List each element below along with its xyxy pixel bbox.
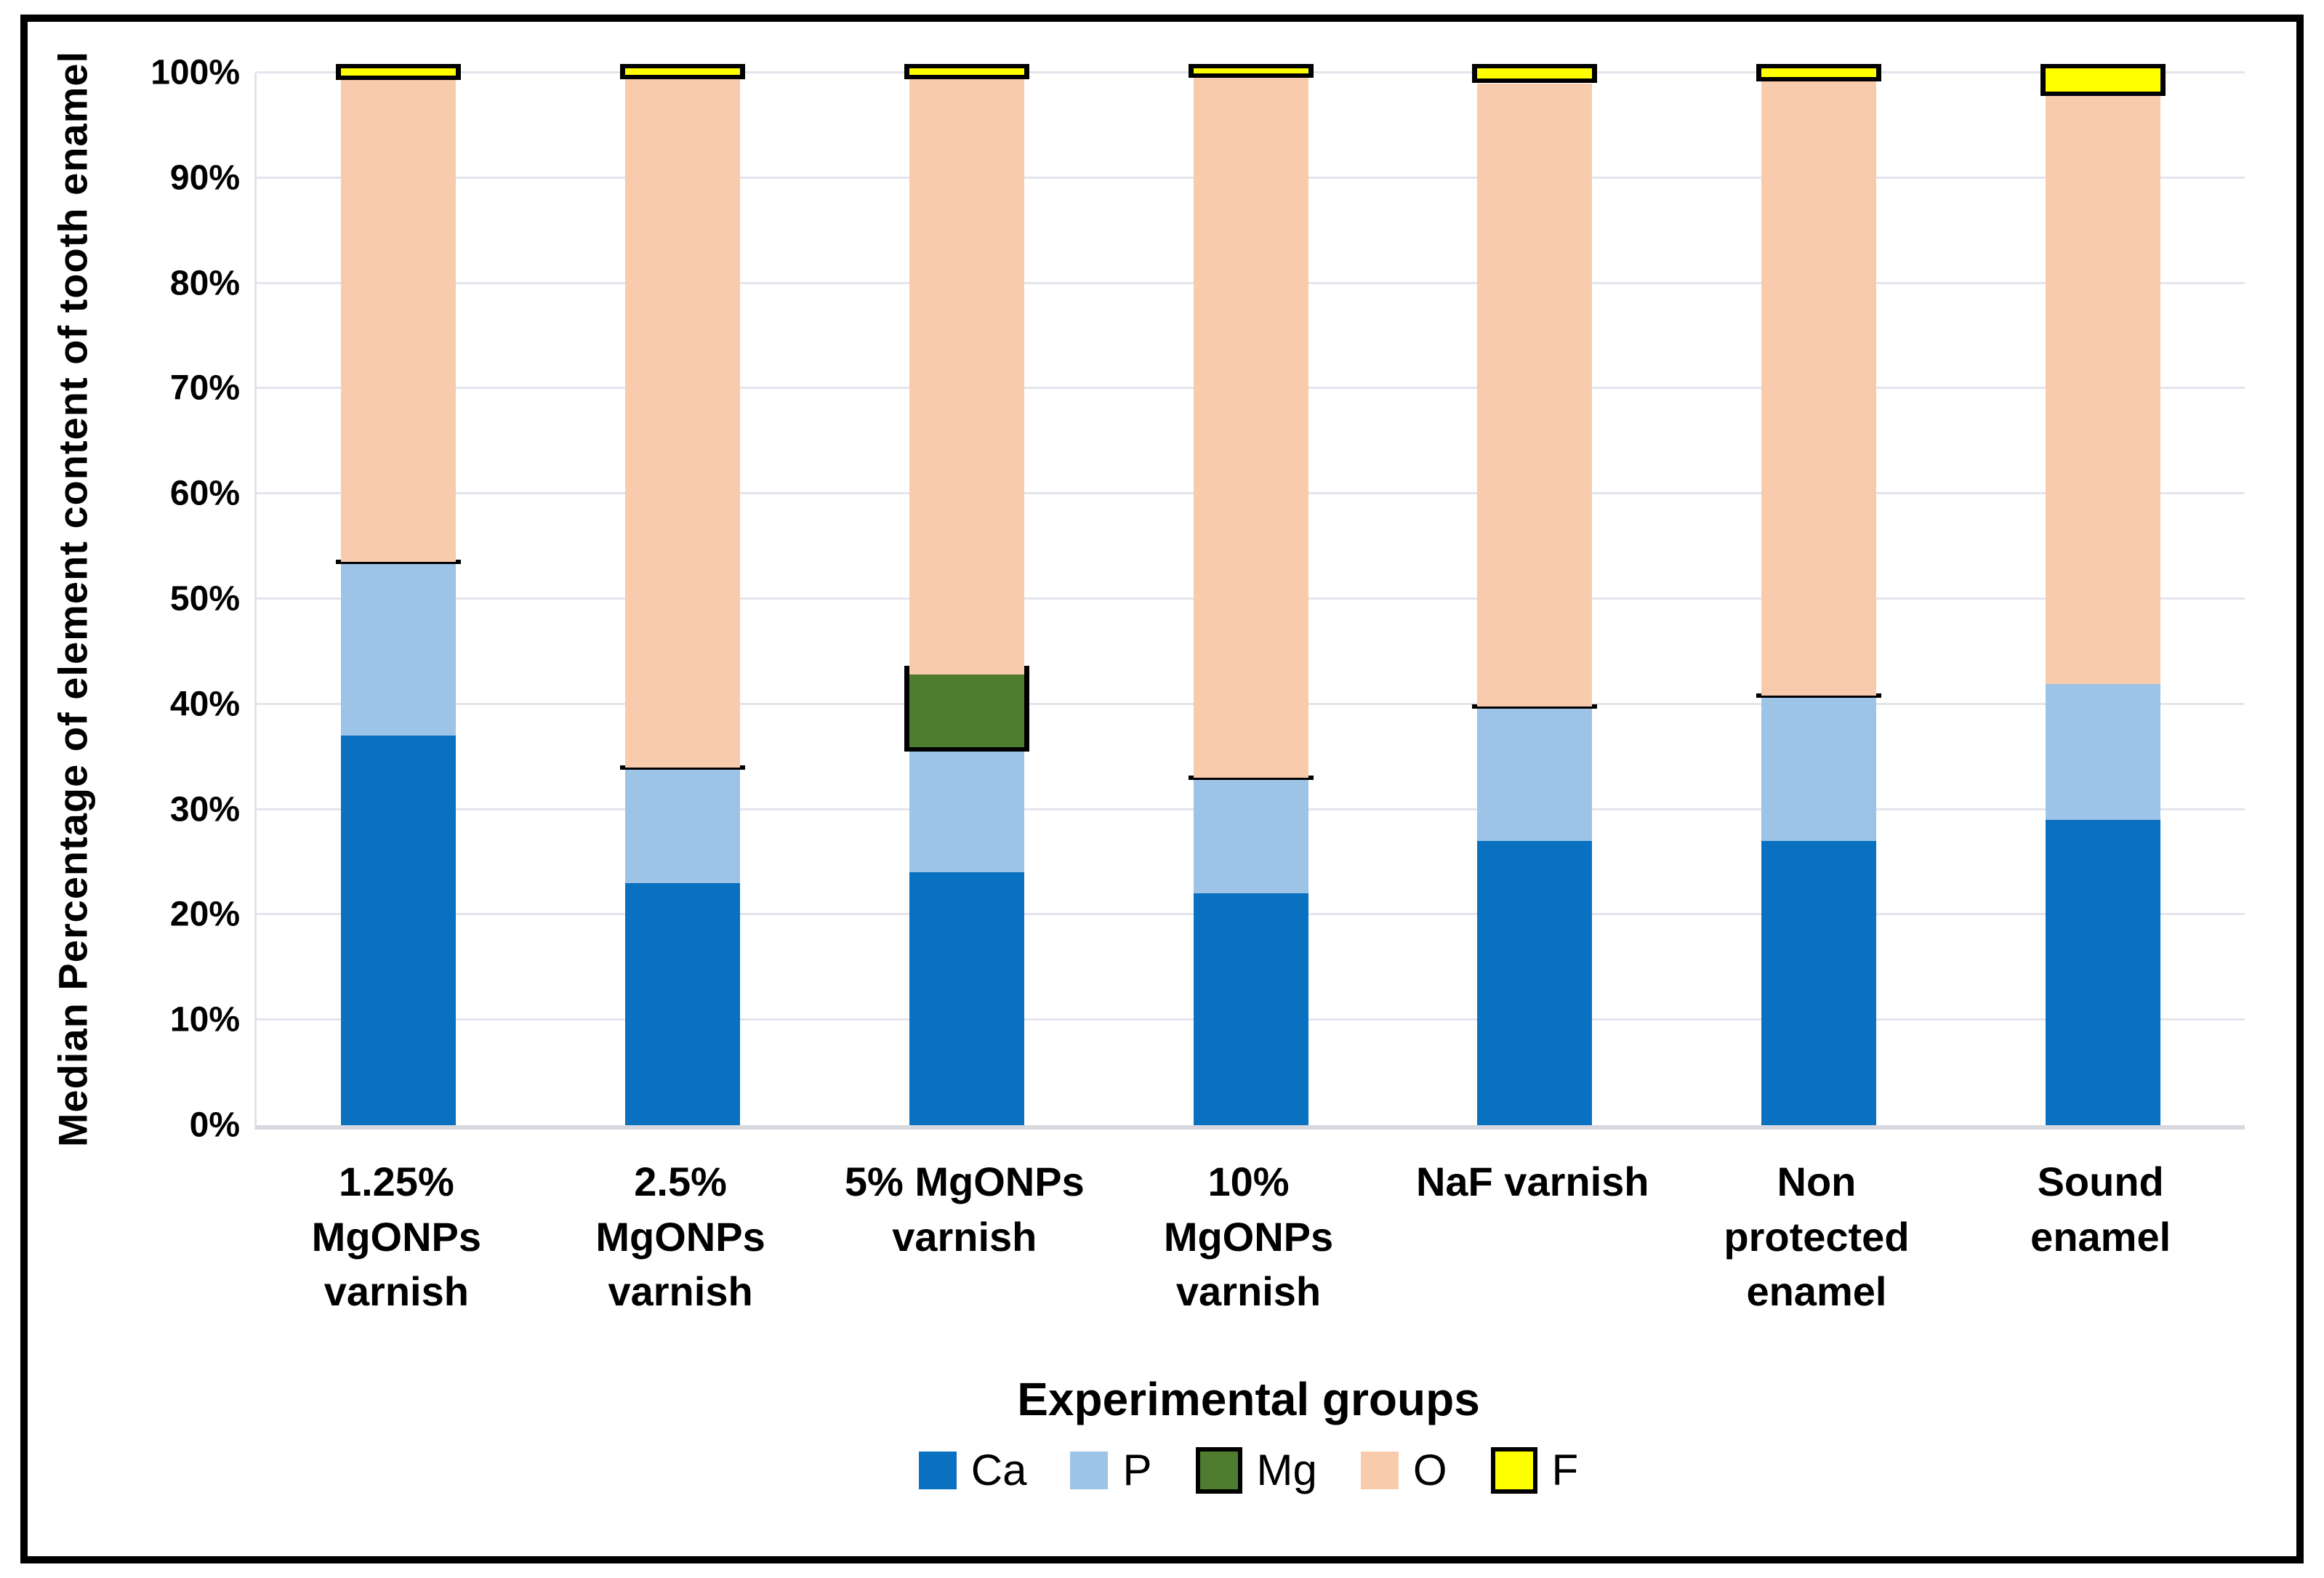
legend-label-ca: Ca bbox=[970, 1446, 1027, 1494]
legend-label-mg: Mg bbox=[1256, 1446, 1317, 1494]
legend-item-o: O bbox=[1360, 1445, 1447, 1495]
legend-swatch-f bbox=[1490, 1446, 1537, 1494]
bar-group-2 bbox=[904, 64, 1029, 1125]
plot-area bbox=[254, 64, 2245, 1130]
y-tick-30: 30% bbox=[169, 790, 240, 829]
bar-segment-ca-4 bbox=[1477, 841, 1593, 1125]
category-label-6: Sound enamel bbox=[2030, 1159, 2171, 1260]
bar-group-3 bbox=[1188, 64, 1314, 1125]
y-tick-40: 40% bbox=[169, 685, 240, 724]
bar-segment-ca-3 bbox=[1193, 893, 1308, 1125]
x-axis-title: Experimental groups bbox=[1017, 1373, 1480, 1425]
bar-segment-mg-cap-5 bbox=[1756, 693, 1881, 699]
category-label-4: NaF varnish bbox=[1415, 1159, 1649, 1204]
bar-segment-f-6 bbox=[2040, 64, 2166, 96]
bar-segment-p-5 bbox=[1761, 696, 1876, 842]
bar-segment-ca-1 bbox=[625, 882, 741, 1125]
legend: Ca P Mg O F bbox=[254, 1445, 2243, 1495]
bar-group-4 bbox=[1472, 64, 1598, 1125]
bar-segment-mg-cap-3 bbox=[1188, 776, 1314, 781]
bar-group-5 bbox=[1756, 64, 1881, 1125]
bar-segment-f-0 bbox=[336, 64, 462, 81]
legend-item-p: P bbox=[1070, 1445, 1152, 1495]
legend-swatch-o bbox=[1360, 1451, 1399, 1489]
bar-segment-p-2 bbox=[909, 751, 1024, 873]
legend-swatch-p bbox=[1070, 1451, 1109, 1489]
bar-segment-ca-5 bbox=[1761, 841, 1876, 1125]
bar-segment-o-0 bbox=[341, 80, 457, 563]
y-tick-60: 60% bbox=[169, 474, 240, 513]
y-tick-20: 20% bbox=[169, 895, 240, 934]
x-axis-category-labels: 1.25% MgONPs varnish 2.5% MgONPs varnish 5… bbox=[254, 1154, 2243, 1319]
bar-segment-p-1 bbox=[625, 767, 741, 883]
y-axis-tick-labels: 0% 10% 20% 30% 40% 50% 60% 70% 80% 90% 100% bbox=[29, 54, 240, 1145]
bar-group-1 bbox=[620, 64, 746, 1125]
bar-segment-o-3 bbox=[1193, 78, 1308, 778]
legend-item-ca: Ca bbox=[918, 1445, 1027, 1495]
bar-segment-ca-6 bbox=[2045, 820, 2160, 1125]
legend-label-f: F bbox=[1551, 1446, 1579, 1494]
category-label-1: 2.5% MgONPs varnish bbox=[595, 1159, 765, 1315]
legend-item-mg: Mg bbox=[1195, 1445, 1317, 1495]
bar-segment-f-2 bbox=[904, 64, 1029, 79]
bar-segment-mg-cap-0 bbox=[336, 560, 462, 565]
y-tick-90: 90% bbox=[169, 158, 240, 198]
y-tick-0: 0% bbox=[189, 1106, 240, 1145]
bar-segment-mg-cap-4 bbox=[1472, 704, 1598, 709]
category-label-5: Non protected enamel bbox=[1724, 1159, 1910, 1315]
y-tick-80: 80% bbox=[169, 264, 240, 303]
legend-swatch-ca bbox=[918, 1451, 957, 1489]
legend-label-o: O bbox=[1412, 1446, 1447, 1494]
bar-segment-o-5 bbox=[1761, 81, 1876, 696]
bar-group-0 bbox=[336, 64, 462, 1125]
legend-label-p: P bbox=[1122, 1446, 1152, 1494]
y-tick-50: 50% bbox=[169, 579, 240, 619]
bar-segment-ca-2 bbox=[909, 872, 1024, 1125]
y-tick-10: 10% bbox=[169, 1000, 240, 1039]
bar-segment-mg-2 bbox=[904, 666, 1029, 752]
legend-swatch-mg bbox=[1195, 1446, 1242, 1494]
bar-segment-o-1 bbox=[625, 79, 741, 768]
bar-segment-o-2 bbox=[909, 79, 1024, 675]
bar-segment-p-4 bbox=[1477, 706, 1593, 842]
bar-segment-ca-0 bbox=[341, 736, 457, 1125]
y-tick-100: 100% bbox=[150, 53, 240, 92]
bar-segment-f-4 bbox=[1472, 64, 1598, 84]
category-label-2: 5% MgONPs varnish bbox=[844, 1159, 1085, 1260]
bar-segment-p-3 bbox=[1193, 778, 1308, 894]
y-tick-70: 70% bbox=[169, 369, 240, 408]
bar-segment-p-0 bbox=[341, 562, 457, 736]
bar-segment-f-1 bbox=[620, 64, 746, 79]
category-label-0: 1.25% MgONPs varnish bbox=[311, 1159, 482, 1315]
bar-group-6 bbox=[2040, 64, 2166, 1125]
bar-segment-f-3 bbox=[1188, 64, 1314, 79]
bar-segment-f-5 bbox=[1756, 64, 1881, 81]
bar-segment-o-4 bbox=[1477, 83, 1593, 707]
bar-segment-p-6 bbox=[2045, 684, 2160, 821]
bar-segment-mg-cap-1 bbox=[620, 765, 746, 770]
legend-item-f: F bbox=[1490, 1445, 1579, 1495]
bar-segment-o-6 bbox=[2045, 95, 2160, 685]
category-label-3: 10% MgONPs varnish bbox=[1163, 1159, 1334, 1315]
